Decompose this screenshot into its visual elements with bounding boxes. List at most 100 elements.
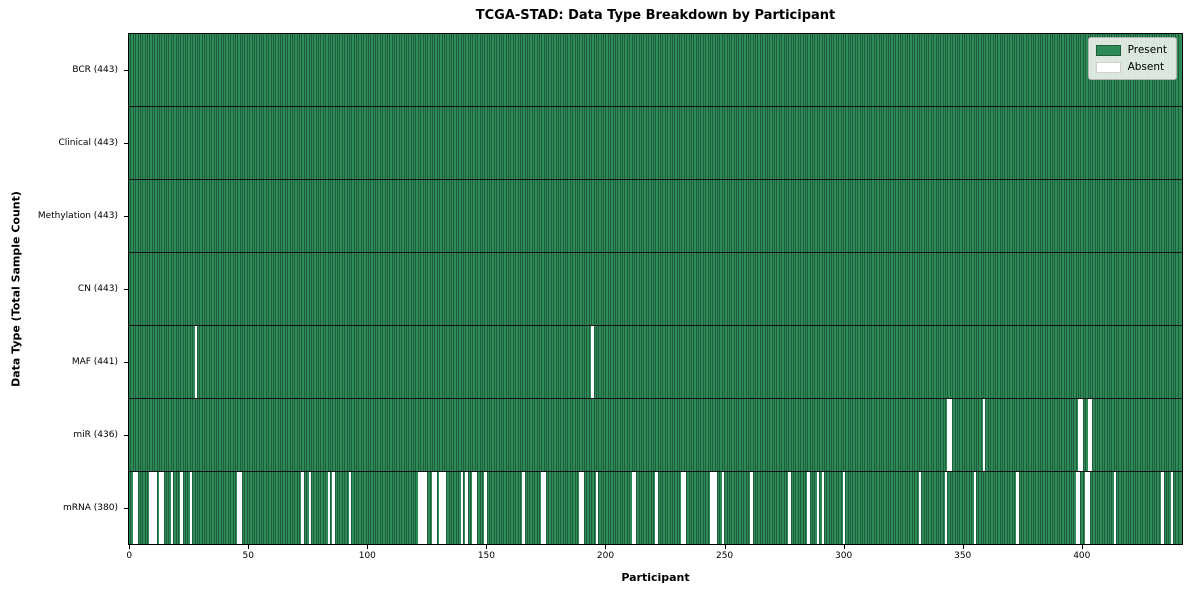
heatmap-cell [586,34,589,106]
heatmap-cell [177,253,181,325]
heatmap-cell [897,253,900,325]
heatmap-cell [396,326,399,398]
heatmap-cell [227,107,231,179]
heatmap-cell [401,326,404,398]
heatmap-cell [389,399,392,471]
heatmap-cell [299,180,302,252]
heatmap-cell [403,472,406,544]
heatmap-cell [888,399,891,471]
heatmap-cell [339,107,342,179]
heatmap-cell [1056,326,1059,398]
heatmap-cell [788,472,791,544]
heatmap-cell [823,399,827,471]
heatmap-cell [959,34,962,106]
heatmap-cell [455,180,459,252]
heatmap-cell [1078,472,1081,544]
heatmap-cell [505,253,508,325]
heatmap-cell [1135,399,1138,471]
heatmap-cell [1023,180,1026,252]
heatmap-cell [1127,107,1131,179]
heatmap-cell [232,34,235,106]
heatmap-cell [736,34,739,106]
heatmap-cell [315,399,318,471]
heatmap-cell [251,472,254,544]
heatmap-cell [1175,326,1178,398]
heatmap-row [129,107,1182,180]
heatmap-cell [465,107,468,179]
heatmap-cell [1137,107,1140,179]
heatmap-cell [249,472,252,544]
heatmap-cell [809,472,812,544]
heatmap-cell [736,107,739,179]
heatmap-cell [959,472,962,544]
heatmap-cell [1132,472,1135,544]
heatmap-cell [804,107,808,179]
heatmap-cell [1070,399,1074,471]
heatmap-cell [576,180,580,252]
heatmap-cell [992,253,995,325]
heatmap-cell [973,34,976,106]
heatmap-cell [415,180,418,252]
heatmap-cell [1168,253,1171,325]
heatmap-cell [446,399,449,471]
heatmap-cell [819,107,822,179]
heatmap-cell [213,326,216,398]
heatmap-cell [833,253,836,325]
heatmap-cell [778,399,782,471]
heatmap-cell [926,180,929,252]
heatmap-cell [220,253,223,325]
heatmap-cell [458,326,461,398]
heatmap-cell [883,399,886,471]
heatmap-cell [994,326,998,398]
heatmap-cell [192,399,195,471]
heatmap-cell [641,34,644,106]
heatmap-cell [698,253,701,325]
heatmap-cell [999,107,1002,179]
heatmap-cell [360,326,364,398]
heatmap-cell [669,326,672,398]
heatmap-cell [415,253,418,325]
heatmap-cell [994,399,998,471]
heatmap-cell [707,399,710,471]
heatmap-cell [847,253,850,325]
heatmap-cell [1040,399,1043,471]
heatmap-cell [847,472,850,544]
heatmap-cell [479,253,482,325]
heatmap-cell [619,34,622,106]
heatmap-cell [168,34,171,106]
heatmap-cell [1156,253,1159,325]
heatmap-cell [256,326,259,398]
heatmap-cell [1149,253,1152,325]
heatmap-cell [401,107,404,179]
heatmap-cell [313,326,316,398]
heatmap-cell [408,472,411,544]
heatmap-cell [1063,34,1067,106]
heatmap-cell [294,180,297,252]
heatmap-cell [536,107,539,179]
heatmap-cell [382,399,385,471]
heatmap-cell [928,326,931,398]
heatmap-cell [992,180,995,252]
heatmap-cell [223,107,226,179]
heatmap-cell [785,326,789,398]
heatmap-cell [256,253,259,325]
heatmap-cell [1025,326,1029,398]
heatmap-cell [876,326,879,398]
heatmap-cell [417,326,421,398]
heatmap-cell [391,472,394,544]
heatmap-cell [1085,253,1088,325]
heatmap-cell [287,180,290,252]
heatmap-cell [486,180,489,252]
heatmap-cell [916,399,919,471]
heatmap-cell [142,253,145,325]
heatmap-cell [177,326,181,398]
heatmap-cell [840,472,843,544]
heatmap-cell [819,34,822,106]
heatmap-cell [764,326,767,398]
heatmap-cell [902,253,905,325]
heatmap-cell [329,399,333,471]
heatmap-row [129,253,1182,326]
heatmap-cell [327,253,330,325]
heatmap-cell [1170,399,1173,471]
heatmap-cell [1106,472,1109,544]
